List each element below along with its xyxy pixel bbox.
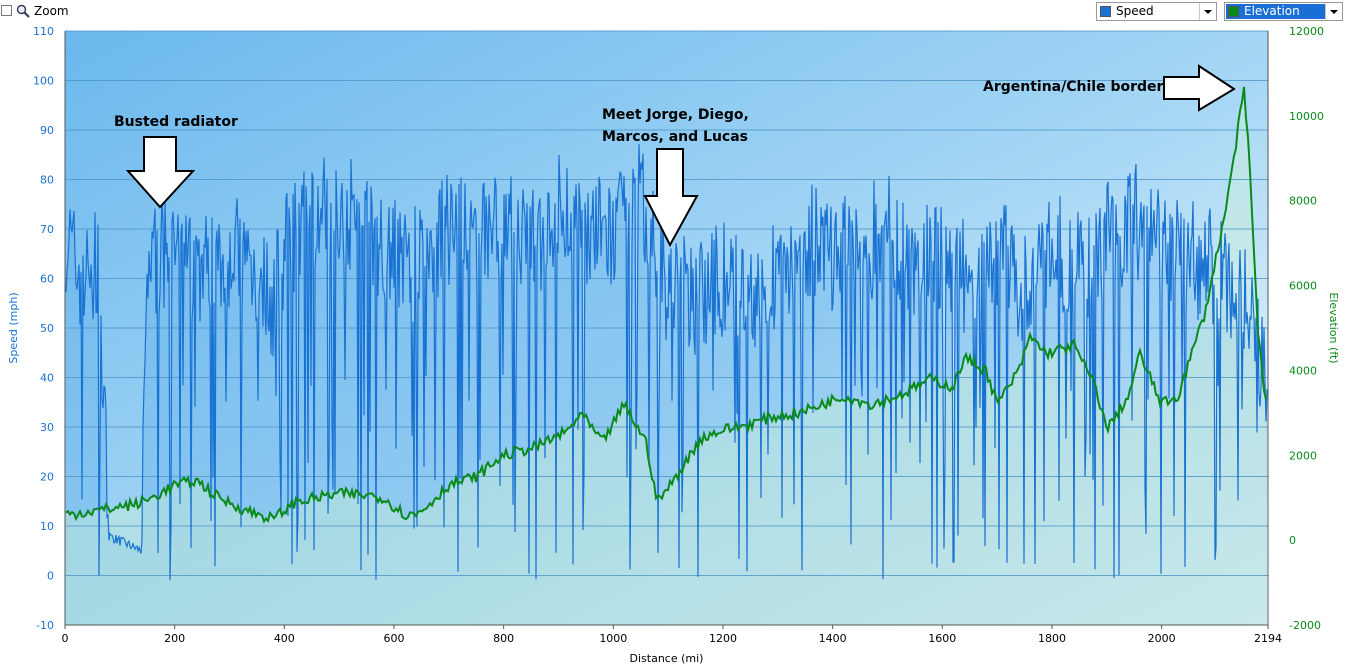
y-left-tick-label: 80 [40,174,54,187]
y-left-tick-label: 40 [40,372,54,385]
elevation-area-fill [66,86,1267,625]
zoom-label: Zoom [34,4,69,18]
y-right-tick-label: 4000 [1289,364,1317,377]
y-left-tick-label: -10 [36,619,54,632]
y-right-tick-label: 10000 [1289,110,1324,123]
elevation-select-label: Elevation [1244,4,1300,18]
arrow-right-icon [1163,64,1236,112]
y-left-tick-label: 100 [33,75,54,88]
chevron-down-icon[interactable] [1199,3,1216,20]
series-speed-line [65,144,1268,581]
y-left-tick-label: 70 [40,223,54,236]
y-right-axis-title: Elevation (ft) [1327,292,1340,363]
y-right-tick-label: 8000 [1289,195,1317,208]
x-tick-label: 200 [164,632,185,645]
x-tick-label: 1200 [709,632,737,645]
y-right-tick-label: 12000 [1289,25,1324,38]
x-tick-label: 1000 [599,632,627,645]
magnifier-icon [16,4,30,18]
x-tick-label: 800 [493,632,514,645]
speed-color-swatch [1100,6,1111,17]
y-left-tick-label: 60 [40,273,54,286]
selection-highlight [1226,4,1325,19]
x-tick-label: 400 [274,632,295,645]
y-left-tick-label: 20 [40,471,54,484]
arrow-down-icon [125,136,196,209]
y-left-tick-label: 90 [40,124,54,137]
y-left-tick-label: 0 [47,570,54,583]
annotation-meet-line2: Marcos, and Lucas [602,129,748,145]
y-left-tick-label: 10 [40,520,54,533]
annotation-busted-radiator: Busted radiator [114,114,238,130]
arrow-down-icon [643,148,699,248]
annotation-meet-line1: Meet Jorge, Diego, [602,107,749,123]
chart-toolbar: Zoom Speed Elevation [0,0,1345,22]
speed-select-label: Speed [1116,4,1154,18]
series-elevation-line [65,86,1267,524]
x-tick-label: 600 [383,632,404,645]
zoom-checkbox[interactable] [1,5,12,16]
speed-series-select[interactable]: Speed [1096,2,1217,21]
y-right-tick-label: 6000 [1289,280,1317,293]
y-left-tick-label: 50 [40,322,54,335]
x-tick-label: 2194 [1254,632,1282,645]
x-axis-title: Distance (mi) [630,652,704,665]
x-tick-label: 0 [62,632,69,645]
elevation-color-swatch [1228,6,1239,17]
speed-area-fill [66,144,1267,625]
annotation-border: Argentina/Chile border [983,79,1164,95]
y-right-tick-label: -2000 [1289,619,1321,632]
x-tick-label: 1600 [928,632,956,645]
chevron-down-icon[interactable] [1325,3,1342,20]
x-tick-label: 1400 [819,632,847,645]
x-tick-label: 2000 [1148,632,1176,645]
elevation-series-select[interactable]: Elevation [1224,2,1343,21]
y-left-tick-label: 110 [33,25,54,38]
y-right-tick-label: 0 [1289,534,1296,547]
y-right-tick-label: 2000 [1289,449,1317,462]
y-left-axis-title: Speed (mph) [7,292,20,363]
x-tick-label: 1800 [1038,632,1066,645]
y-left-tick-label: 30 [40,421,54,434]
